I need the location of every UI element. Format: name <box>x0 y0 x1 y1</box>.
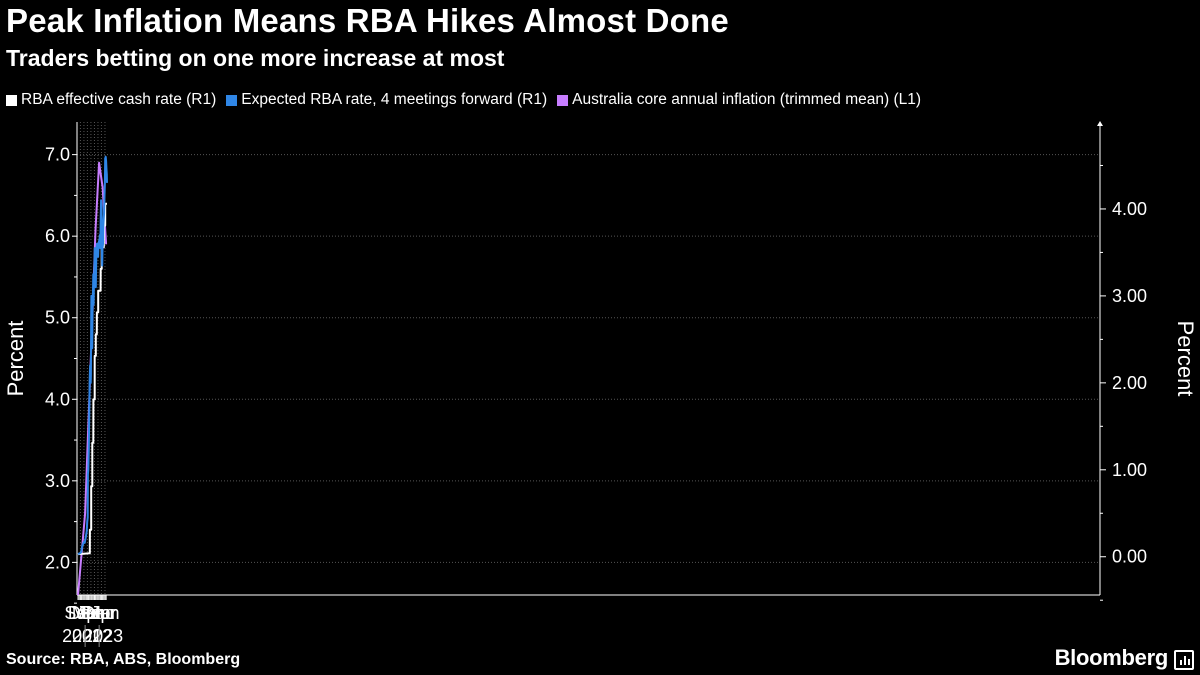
bloomberg-logo: Bloomberg <box>1054 645 1169 670</box>
right-axis-tick-label: 3.00 <box>1112 286 1147 306</box>
legend: RBA effective cash rate (R1) Expected RB… <box>6 91 921 109</box>
x-axis-year-label: 2022 <box>72 626 112 646</box>
x-axis-month-label: Sep <box>64 603 96 623</box>
legend-label-inflation: Australia core annual inflation (trimmed… <box>572 91 922 108</box>
chart-title: Peak Inflation Means RBA Hikes Almost Do… <box>6 2 729 39</box>
right-axis-title: Percent <box>1173 321 1198 397</box>
left-axis-tick-label: 6.0 <box>45 226 70 246</box>
right-axis-tick-label: 0.00 <box>1112 547 1147 567</box>
legend-item-inflation: Australia core annual inflation (trimmed… <box>557 91 921 109</box>
right-axis-tick-label: 2.00 <box>1112 373 1147 393</box>
legend-swatch-expected-rate <box>226 94 238 106</box>
left-axis-tick-label: 4.0 <box>45 389 70 409</box>
left-axis-title: Percent <box>3 321 28 397</box>
x-axis-year-label: 2023 <box>83 626 123 646</box>
x-axis-month-label: Jun <box>90 603 119 623</box>
legend-label-expected-rate: Expected RBA rate, 4 meetings forward (R… <box>241 91 548 108</box>
x-axis-year-label: 2021 <box>62 626 102 646</box>
x-axis-month-label: Jun <box>76 603 105 623</box>
legend-item-cash-rate: RBA effective cash rate (R1) <box>6 91 216 109</box>
x-axis-month-label: Sep <box>78 603 110 623</box>
left-axis-tick-label: 7.0 <box>45 145 70 165</box>
right-axis-tick-label: 4.00 <box>1112 199 1147 219</box>
x-axis-month-label: Mar <box>86 603 117 623</box>
left-axis-tick-label: 2.0 <box>45 552 70 572</box>
legend-swatch-cash-rate <box>6 94 17 106</box>
right-axis-tick-label: 1.00 <box>1112 460 1147 480</box>
legend-label-cash-rate: RBA effective cash rate (R1) <box>21 91 217 108</box>
inflation-line <box>77 161 108 596</box>
x-axis-month-label: Dec <box>68 603 100 623</box>
left-axis-tick-label: 3.0 <box>45 471 70 491</box>
source-note: Source: RBA, ABS, Bloomberg <box>6 651 241 668</box>
legend-item-expected-rate: Expected RBA rate, 4 meetings forward (R… <box>226 91 547 109</box>
left-axis-tick-label: 5.0 <box>45 308 70 328</box>
legend-swatch-inflation <box>557 94 569 106</box>
x-axis-month-label: Mar <box>72 603 103 623</box>
bloomberg-chart-icon <box>1174 650 1194 670</box>
x-axis-month-label: Dec <box>82 603 114 623</box>
chart-subtitle: Traders betting on one more increase at … <box>6 45 505 71</box>
right-axis-arrow <box>1097 121 1103 126</box>
expected-rate-line <box>77 155 108 556</box>
